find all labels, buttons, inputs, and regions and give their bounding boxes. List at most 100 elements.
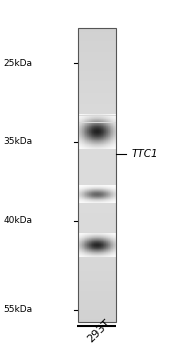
Bar bbox=[85, 127, 86, 128]
Bar bbox=[83, 136, 84, 137]
Bar bbox=[89, 133, 90, 134]
Bar bbox=[94, 118, 95, 119]
Bar bbox=[78, 104, 116, 106]
Bar bbox=[114, 123, 115, 124]
Bar bbox=[90, 142, 91, 143]
Bar bbox=[85, 138, 86, 139]
Bar bbox=[90, 126, 91, 127]
Bar bbox=[89, 140, 90, 141]
Bar bbox=[96, 146, 97, 147]
Bar bbox=[82, 124, 83, 125]
Bar bbox=[114, 139, 115, 140]
Bar bbox=[86, 134, 87, 135]
Bar bbox=[85, 141, 86, 142]
Bar bbox=[85, 147, 86, 148]
Bar bbox=[102, 118, 103, 119]
Bar bbox=[100, 121, 101, 122]
Bar bbox=[87, 133, 88, 134]
Bar bbox=[78, 81, 116, 82]
Bar bbox=[100, 118, 101, 119]
Bar bbox=[99, 118, 100, 119]
Bar bbox=[80, 141, 81, 142]
Bar bbox=[115, 115, 116, 116]
Bar bbox=[82, 136, 83, 137]
Bar bbox=[113, 136, 114, 137]
Bar bbox=[114, 114, 115, 115]
Bar bbox=[104, 127, 105, 128]
Bar bbox=[87, 139, 88, 140]
Bar bbox=[93, 117, 94, 118]
Bar bbox=[112, 115, 113, 116]
Bar bbox=[78, 266, 116, 268]
Bar bbox=[78, 241, 116, 243]
Bar bbox=[78, 141, 116, 143]
Bar bbox=[103, 129, 104, 130]
Bar bbox=[88, 130, 89, 131]
Bar bbox=[85, 140, 86, 141]
Bar bbox=[104, 139, 105, 140]
Bar bbox=[109, 127, 110, 128]
Bar bbox=[84, 135, 85, 136]
Bar bbox=[103, 126, 104, 127]
Bar bbox=[112, 136, 113, 137]
Bar bbox=[89, 116, 90, 117]
Bar bbox=[88, 139, 89, 140]
Bar bbox=[115, 118, 116, 119]
Bar bbox=[107, 139, 108, 140]
Bar bbox=[84, 123, 85, 124]
Bar bbox=[101, 140, 102, 141]
Bar bbox=[91, 122, 92, 123]
Bar bbox=[80, 133, 81, 134]
Bar bbox=[100, 144, 101, 145]
Bar bbox=[81, 124, 82, 125]
Bar bbox=[108, 118, 109, 119]
Bar bbox=[91, 147, 92, 148]
Bar bbox=[87, 132, 88, 133]
Bar bbox=[109, 114, 110, 115]
Bar bbox=[104, 126, 105, 127]
Bar bbox=[78, 137, 79, 138]
Bar bbox=[101, 135, 102, 136]
Bar bbox=[111, 136, 112, 137]
Bar bbox=[101, 138, 102, 139]
Bar bbox=[100, 114, 101, 115]
Bar bbox=[78, 185, 116, 187]
Bar bbox=[109, 128, 110, 129]
Bar bbox=[78, 282, 116, 284]
Bar bbox=[80, 142, 81, 143]
Bar bbox=[92, 119, 93, 120]
Bar bbox=[90, 131, 91, 132]
Bar bbox=[82, 122, 83, 123]
Bar bbox=[115, 123, 116, 124]
Bar bbox=[95, 147, 96, 148]
Bar bbox=[79, 115, 80, 116]
Bar bbox=[81, 122, 82, 123]
Bar bbox=[98, 120, 99, 121]
Bar bbox=[87, 124, 88, 125]
Bar bbox=[99, 140, 100, 141]
Bar bbox=[90, 134, 91, 135]
Bar bbox=[104, 125, 105, 126]
Bar bbox=[96, 131, 97, 132]
Bar bbox=[92, 139, 93, 140]
Bar bbox=[80, 128, 81, 129]
Bar bbox=[103, 133, 104, 134]
Bar bbox=[78, 78, 116, 79]
Bar bbox=[107, 127, 108, 128]
Bar bbox=[78, 231, 116, 232]
Bar bbox=[89, 144, 90, 145]
Bar bbox=[97, 125, 98, 126]
Bar bbox=[98, 136, 99, 137]
Bar bbox=[92, 137, 93, 138]
Bar bbox=[78, 131, 116, 132]
Bar bbox=[83, 117, 84, 118]
Bar bbox=[99, 127, 100, 128]
Bar bbox=[95, 134, 96, 135]
Bar bbox=[111, 128, 112, 129]
Bar bbox=[78, 156, 116, 158]
Bar bbox=[114, 141, 115, 142]
Bar bbox=[96, 142, 97, 143]
Bar bbox=[82, 137, 83, 138]
Bar bbox=[115, 148, 116, 149]
Bar bbox=[92, 144, 93, 145]
